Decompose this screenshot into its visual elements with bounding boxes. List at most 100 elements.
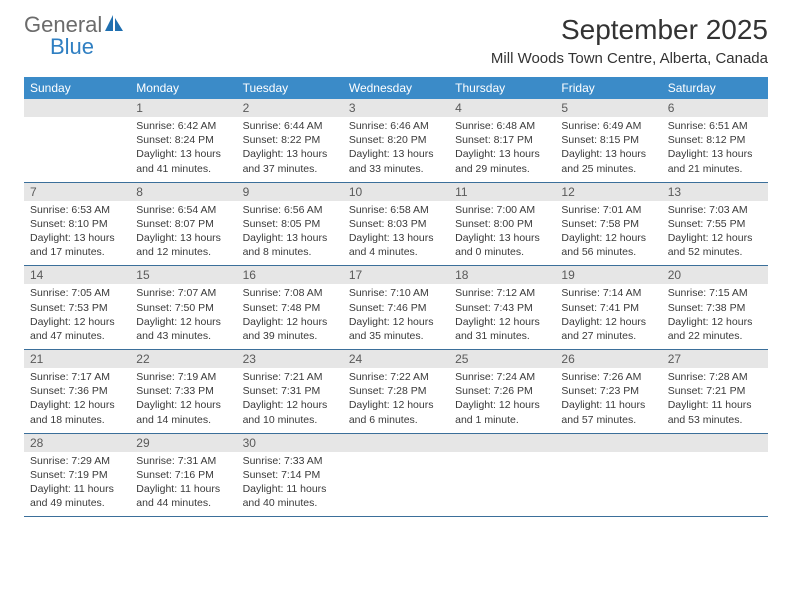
day-body: Sunrise: 7:17 AMSunset: 7:36 PMDaylight:… [24,368,130,433]
day-number: 27 [662,350,768,368]
sunset-text: Sunset: 7:28 PM [349,384,443,398]
day-body: Sunrise: 6:42 AMSunset: 8:24 PMDaylight:… [130,117,236,182]
day-number: 13 [662,183,768,201]
day-body: Sunrise: 7:12 AMSunset: 7:43 PMDaylight:… [449,284,555,349]
daylight-text: Daylight: 13 hours and 0 minutes. [455,231,549,259]
day-cell: 25Sunrise: 7:24 AMSunset: 7:26 PMDayligh… [449,350,555,433]
week-row: 14Sunrise: 7:05 AMSunset: 7:53 PMDayligh… [24,266,768,350]
day-number: 6 [662,99,768,117]
day-cell: 29Sunrise: 7:31 AMSunset: 7:16 PMDayligh… [130,434,236,517]
sunset-text: Sunset: 8:20 PM [349,133,443,147]
day-number: 22 [130,350,236,368]
weeks-container: 1Sunrise: 6:42 AMSunset: 8:24 PMDaylight… [24,99,768,517]
day-body [449,452,555,460]
day-cell: 10Sunrise: 6:58 AMSunset: 8:03 PMDayligh… [343,183,449,266]
dow-cell: Saturday [662,77,768,99]
day-number: 19 [555,266,661,284]
day-cell: 24Sunrise: 7:22 AMSunset: 7:28 PMDayligh… [343,350,449,433]
day-of-week-header: SundayMondayTuesdayWednesdayThursdayFrid… [24,77,768,99]
day-body: Sunrise: 6:56 AMSunset: 8:05 PMDaylight:… [237,201,343,266]
sunrise-text: Sunrise: 7:29 AM [30,454,124,468]
day-body: Sunrise: 6:46 AMSunset: 8:20 PMDaylight:… [343,117,449,182]
sunrise-text: Sunrise: 7:22 AM [349,370,443,384]
daylight-text: Daylight: 11 hours and 49 minutes. [30,482,124,510]
day-body: Sunrise: 7:15 AMSunset: 7:38 PMDaylight:… [662,284,768,349]
sail-icon [104,14,124,36]
day-cell: 11Sunrise: 7:00 AMSunset: 8:00 PMDayligh… [449,183,555,266]
sunrise-text: Sunrise: 6:44 AM [243,119,337,133]
day-cell: 27Sunrise: 7:28 AMSunset: 7:21 PMDayligh… [662,350,768,433]
day-cell: 21Sunrise: 7:17 AMSunset: 7:36 PMDayligh… [24,350,130,433]
sunrise-text: Sunrise: 6:46 AM [349,119,443,133]
sunset-text: Sunset: 8:17 PM [455,133,549,147]
daylight-text: Daylight: 12 hours and 27 minutes. [561,315,655,343]
sunset-text: Sunset: 8:00 PM [455,217,549,231]
day-body: Sunrise: 7:33 AMSunset: 7:14 PMDaylight:… [237,452,343,517]
daylight-text: Daylight: 12 hours and 43 minutes. [136,315,230,343]
sunset-text: Sunset: 7:26 PM [455,384,549,398]
day-cell [343,434,449,517]
day-cell: 8Sunrise: 6:54 AMSunset: 8:07 PMDaylight… [130,183,236,266]
day-number: 4 [449,99,555,117]
sunrise-text: Sunrise: 7:03 AM [668,203,762,217]
sunset-text: Sunset: 8:07 PM [136,217,230,231]
daylight-text: Daylight: 13 hours and 12 minutes. [136,231,230,259]
day-body: Sunrise: 7:05 AMSunset: 7:53 PMDaylight:… [24,284,130,349]
dow-cell: Sunday [24,77,130,99]
day-cell [662,434,768,517]
daylight-text: Daylight: 13 hours and 17 minutes. [30,231,124,259]
day-body [555,452,661,460]
day-number: 3 [343,99,449,117]
sunset-text: Sunset: 7:50 PM [136,301,230,315]
sunrise-text: Sunrise: 7:12 AM [455,286,549,300]
day-cell: 6Sunrise: 6:51 AMSunset: 8:12 PMDaylight… [662,99,768,182]
day-body: Sunrise: 6:51 AMSunset: 8:12 PMDaylight:… [662,117,768,182]
day-number: 28 [24,434,130,452]
day-cell [449,434,555,517]
sunrise-text: Sunrise: 7:19 AM [136,370,230,384]
day-body [343,452,449,460]
sunrise-text: Sunrise: 6:51 AM [668,119,762,133]
day-cell: 20Sunrise: 7:15 AMSunset: 7:38 PMDayligh… [662,266,768,349]
day-number: 30 [237,434,343,452]
day-cell: 22Sunrise: 7:19 AMSunset: 7:33 PMDayligh… [130,350,236,433]
day-number: 9 [237,183,343,201]
day-number: 16 [237,266,343,284]
title-block: September 2025 Mill Woods Town Centre, A… [491,14,768,67]
day-cell: 4Sunrise: 6:48 AMSunset: 8:17 PMDaylight… [449,99,555,182]
day-cell: 1Sunrise: 6:42 AMSunset: 8:24 PMDaylight… [130,99,236,182]
sunrise-text: Sunrise: 7:21 AM [243,370,337,384]
day-number: 2 [237,99,343,117]
day-body: Sunrise: 7:00 AMSunset: 8:00 PMDaylight:… [449,201,555,266]
daylight-text: Daylight: 12 hours and 35 minutes. [349,315,443,343]
day-number: 7 [24,183,130,201]
header: General Blue September 2025 Mill Woods T… [0,0,792,71]
daylight-text: Daylight: 13 hours and 29 minutes. [455,147,549,175]
day-number: 12 [555,183,661,201]
day-body: Sunrise: 6:44 AMSunset: 8:22 PMDaylight:… [237,117,343,182]
day-cell: 15Sunrise: 7:07 AMSunset: 7:50 PMDayligh… [130,266,236,349]
sunset-text: Sunset: 7:36 PM [30,384,124,398]
sunrise-text: Sunrise: 7:00 AM [455,203,549,217]
day-cell: 23Sunrise: 7:21 AMSunset: 7:31 PMDayligh… [237,350,343,433]
sunrise-text: Sunrise: 7:26 AM [561,370,655,384]
sunrise-text: Sunrise: 7:05 AM [30,286,124,300]
day-body: Sunrise: 7:21 AMSunset: 7:31 PMDaylight:… [237,368,343,433]
week-row: 1Sunrise: 6:42 AMSunset: 8:24 PMDaylight… [24,99,768,183]
sunrise-text: Sunrise: 6:56 AM [243,203,337,217]
day-number-empty [555,434,661,452]
day-body: Sunrise: 6:54 AMSunset: 8:07 PMDaylight:… [130,201,236,266]
daylight-text: Daylight: 11 hours and 53 minutes. [668,398,762,426]
day-cell: 7Sunrise: 6:53 AMSunset: 8:10 PMDaylight… [24,183,130,266]
dow-cell: Monday [130,77,236,99]
sunrise-text: Sunrise: 6:58 AM [349,203,443,217]
day-number: 29 [130,434,236,452]
week-row: 21Sunrise: 7:17 AMSunset: 7:36 PMDayligh… [24,350,768,434]
sunrise-text: Sunrise: 7:10 AM [349,286,443,300]
daylight-text: Daylight: 13 hours and 25 minutes. [561,147,655,175]
day-number: 10 [343,183,449,201]
day-number: 15 [130,266,236,284]
day-number: 17 [343,266,449,284]
day-body: Sunrise: 7:10 AMSunset: 7:46 PMDaylight:… [343,284,449,349]
week-row: 7Sunrise: 6:53 AMSunset: 8:10 PMDaylight… [24,183,768,267]
